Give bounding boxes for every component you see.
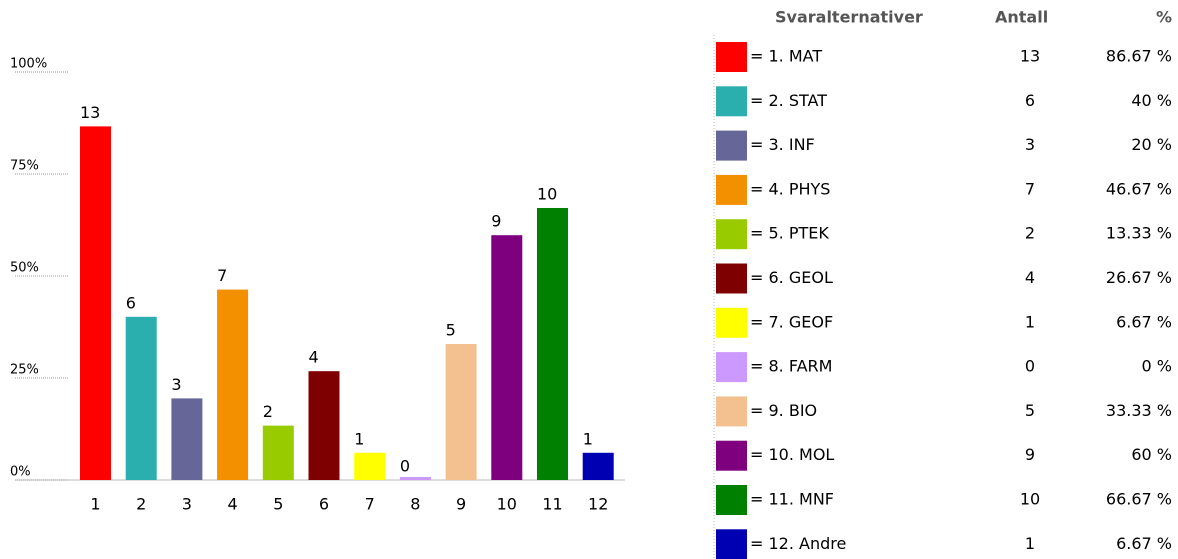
legend-percent: 6.67 % (1116, 312, 1172, 331)
x-tick-label: 1 (90, 495, 100, 514)
legend-swatch (716, 352, 747, 383)
legend-label: = 3. INF (750, 135, 815, 154)
legend-swatch (716, 485, 747, 515)
bar (217, 289, 249, 480)
data-label: 7 (217, 266, 227, 285)
legend-percent: 66.67 % (1106, 490, 1172, 509)
data-label: 0 (400, 457, 410, 476)
y-tick-label: 50% (10, 261, 39, 276)
x-tick-label: 6 (319, 495, 329, 514)
legend-count: 3 (1025, 135, 1035, 154)
bar (445, 344, 477, 480)
legend-count: 1 (1025, 534, 1035, 553)
bar (80, 126, 111, 480)
legend-count: 10 (1020, 490, 1040, 509)
x-tick-label: 8 (410, 495, 420, 514)
legend-swatch (716, 440, 747, 471)
legend-label: = 4. PHYS (750, 179, 830, 198)
legend-count: 0 (1025, 357, 1035, 376)
y-tick-label: 0% (10, 465, 31, 480)
data-label: 6 (126, 293, 136, 312)
legend-count: 5 (1025, 401, 1035, 420)
legend-percent: 26.67 % (1106, 268, 1172, 287)
legend-swatch (716, 307, 747, 338)
legend-swatch (716, 86, 747, 117)
data-label: 5 (446, 321, 456, 340)
legend-swatch (716, 529, 747, 559)
data-label: 10 (537, 184, 557, 203)
bar (308, 371, 340, 480)
legend-label: = 1. MAT (750, 47, 822, 66)
legend-percent: 60 % (1131, 445, 1172, 464)
x-tick-label: 4 (228, 495, 238, 514)
x-tick-label: 9 (456, 495, 466, 514)
legend-percent: 33.33 % (1106, 401, 1172, 420)
data-label: 3 (171, 375, 181, 394)
x-tick-label: 3 (182, 495, 192, 514)
bar (354, 452, 386, 480)
legend-count: 7 (1025, 179, 1035, 198)
legend-swatch (716, 174, 747, 205)
legend-percent: 0 % (1142, 357, 1172, 376)
legend-count: 4 (1025, 268, 1035, 287)
legend-count: 2 (1025, 224, 1035, 243)
data-label: 1 (583, 429, 593, 448)
bar (262, 425, 294, 480)
bar (399, 477, 431, 480)
bar (491, 235, 523, 480)
legend-count: 13 (1020, 47, 1040, 66)
legend-label: = 6. GEOL (750, 268, 833, 287)
legend-label: = 8. FARM (750, 357, 832, 376)
x-tick-label: 11 (542, 495, 562, 514)
legend-swatch (716, 130, 747, 161)
legend-count: 6 (1025, 91, 1035, 110)
legend-label: = 11. MNF (750, 490, 834, 509)
data-label: 1 (354, 429, 364, 448)
bar (171, 398, 203, 480)
legend-percent: 20 % (1131, 135, 1172, 154)
legend-header: Svaralternativer (775, 8, 923, 27)
y-tick-label: 100% (10, 57, 47, 72)
legend-percent: 86.67 % (1106, 47, 1172, 66)
x-tick-label: 10 (497, 495, 517, 514)
bar (582, 452, 614, 480)
x-tick-label: 5 (273, 495, 283, 514)
legend-swatch (716, 42, 747, 72)
legend-label: = 7. GEOF (750, 312, 833, 331)
legend-label: = 10. MOL (750, 445, 834, 464)
y-tick-label: 25% (10, 363, 39, 378)
legend-label: = 2. STAT (750, 91, 827, 110)
x-tick-label: 2 (136, 495, 146, 514)
bar (537, 207, 568, 481)
x-tick-label: 12 (588, 495, 608, 514)
legend-label: = 5. PTEK (750, 224, 829, 243)
data-label: 2 (263, 402, 273, 421)
legend-percent: 6.67 % (1116, 534, 1172, 553)
legend-percent: 13.33 % (1106, 224, 1172, 243)
data-label: 4 (309, 348, 319, 367)
legend-swatch (716, 263, 747, 294)
legend-swatch (716, 219, 747, 250)
data-label: 13 (80, 103, 100, 122)
legend-header: Antall (995, 8, 1048, 27)
legend-label: = 9. BIO (750, 401, 817, 420)
legend-percent: 40 % (1131, 91, 1172, 110)
x-tick-label: 7 (365, 495, 375, 514)
data-label: 9 (491, 212, 501, 231)
y-tick-label: 75% (10, 159, 39, 174)
bar (125, 316, 157, 480)
legend-label: = 12. Andre (750, 534, 846, 553)
legend-header: % (1156, 8, 1172, 27)
legend-swatch (716, 396, 747, 427)
legend-count: 9 (1025, 445, 1035, 464)
legend-count: 1 (1025, 312, 1035, 331)
legend-percent: 46.67 % (1106, 179, 1172, 198)
